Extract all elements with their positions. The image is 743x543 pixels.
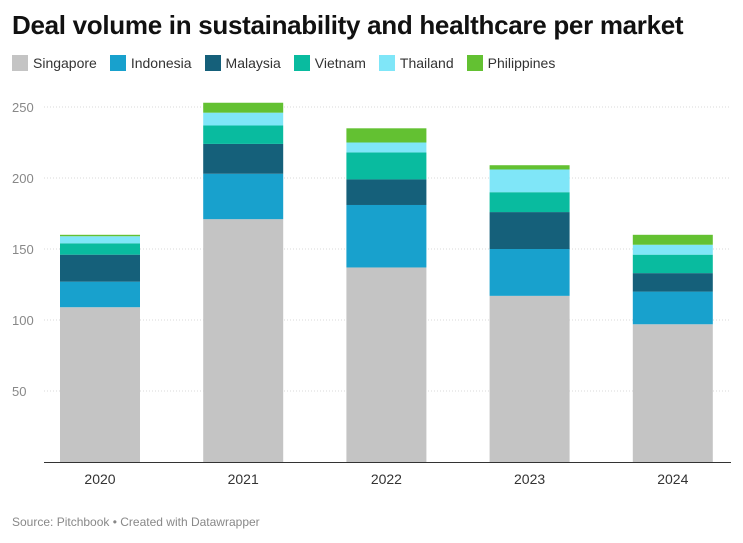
bar-segment-thailand-2020: [60, 236, 140, 244]
bar-segment-thailand-2021: [203, 112, 284, 126]
bar-segment-indonesia-2023: [489, 249, 570, 296]
bar-segment-singapore-2020: [60, 307, 140, 462]
chart-title: Deal volume in sustainability and health…: [12, 10, 684, 40]
x-tick-label: 2021: [228, 471, 259, 487]
bar-segment-malaysia-2024: [632, 273, 713, 292]
legend-item-philippines: Philippines: [466, 55, 556, 71]
bar-segment-philippines-2024: [632, 234, 713, 245]
x-tick-label: 2024: [657, 471, 688, 487]
bar-segment-vietnam-2022: [346, 152, 427, 180]
legend-label: Indonesia: [130, 55, 192, 71]
legend-item-indonesia: Indonesia: [109, 55, 192, 71]
x-tick-label: 2022: [371, 471, 402, 487]
bar-segment-vietnam-2024: [632, 254, 713, 274]
x-tick-label: 2020: [84, 471, 115, 487]
legend-item-singapore: Singapore: [12, 55, 97, 71]
bar-segment-singapore-2022: [346, 267, 427, 462]
legend-label: Singapore: [33, 55, 97, 71]
bar-segment-vietnam-2023: [489, 192, 570, 213]
bar-segment-malaysia-2023: [489, 212, 570, 249]
legend-label: Vietnam: [314, 55, 366, 71]
bar-segment-singapore-2021: [203, 219, 284, 462]
bar-segment-malaysia-2021: [203, 143, 284, 174]
stacked-bar-chart: 50 100 150 200 250 2020 2021 2022 2023 2024: [12, 100, 731, 487]
bar-segment-thailand-2023: [489, 169, 570, 193]
legend-label: Malaysia: [225, 55, 281, 71]
y-tick-label: 100: [12, 313, 34, 328]
legend-item-malaysia: Malaysia: [204, 55, 281, 71]
bar-segment-indonesia-2024: [632, 291, 713, 325]
y-tick-label: 200: [12, 171, 34, 186]
bar-segment-philippines-2022: [346, 128, 427, 143]
y-tick-label: 250: [12, 100, 34, 115]
bar-segment-singapore-2024: [632, 324, 713, 462]
bar-segment-indonesia-2020: [60, 281, 140, 308]
legend-swatch: [466, 55, 483, 71]
legend-label: Philippines: [487, 55, 556, 71]
legend-swatch: [293, 55, 310, 71]
bar-segment-thailand-2024: [632, 244, 713, 255]
bar-segment-indonesia-2022: [346, 204, 427, 268]
legend-swatch: [12, 55, 28, 71]
bar-segment-philippines-2020: [60, 234, 140, 237]
source-note: Source: Pitchbook • Created with Datawra…: [12, 515, 260, 529]
bar-segment-malaysia-2020: [60, 254, 140, 282]
legend-swatch: [109, 55, 126, 71]
bar-segment-philippines-2021: [203, 102, 284, 113]
bar-segment-indonesia-2021: [203, 173, 284, 220]
legend-item-thailand: Thailand: [378, 55, 454, 71]
bar-segment-thailand-2022: [346, 142, 427, 153]
y-tick-label: 50: [12, 384, 26, 399]
legend-item-vietnam: Vietnam: [293, 55, 366, 71]
bar-segment-vietnam-2021: [203, 125, 284, 144]
legend-swatch: [378, 55, 395, 71]
bar-segment-malaysia-2022: [346, 179, 427, 205]
x-tick-label: 2023: [514, 471, 545, 487]
chart-legend: Singapore Indonesia Malaysia Vietnam Thailan…: [12, 55, 568, 71]
legend-label: Thailand: [399, 55, 454, 71]
legend-swatch: [204, 55, 221, 71]
bar-segment-singapore-2023: [489, 295, 570, 462]
bar-segment-philippines-2023: [489, 165, 570, 170]
bar-segment-vietnam-2020: [60, 243, 140, 255]
y-tick-label: 150: [12, 242, 34, 257]
